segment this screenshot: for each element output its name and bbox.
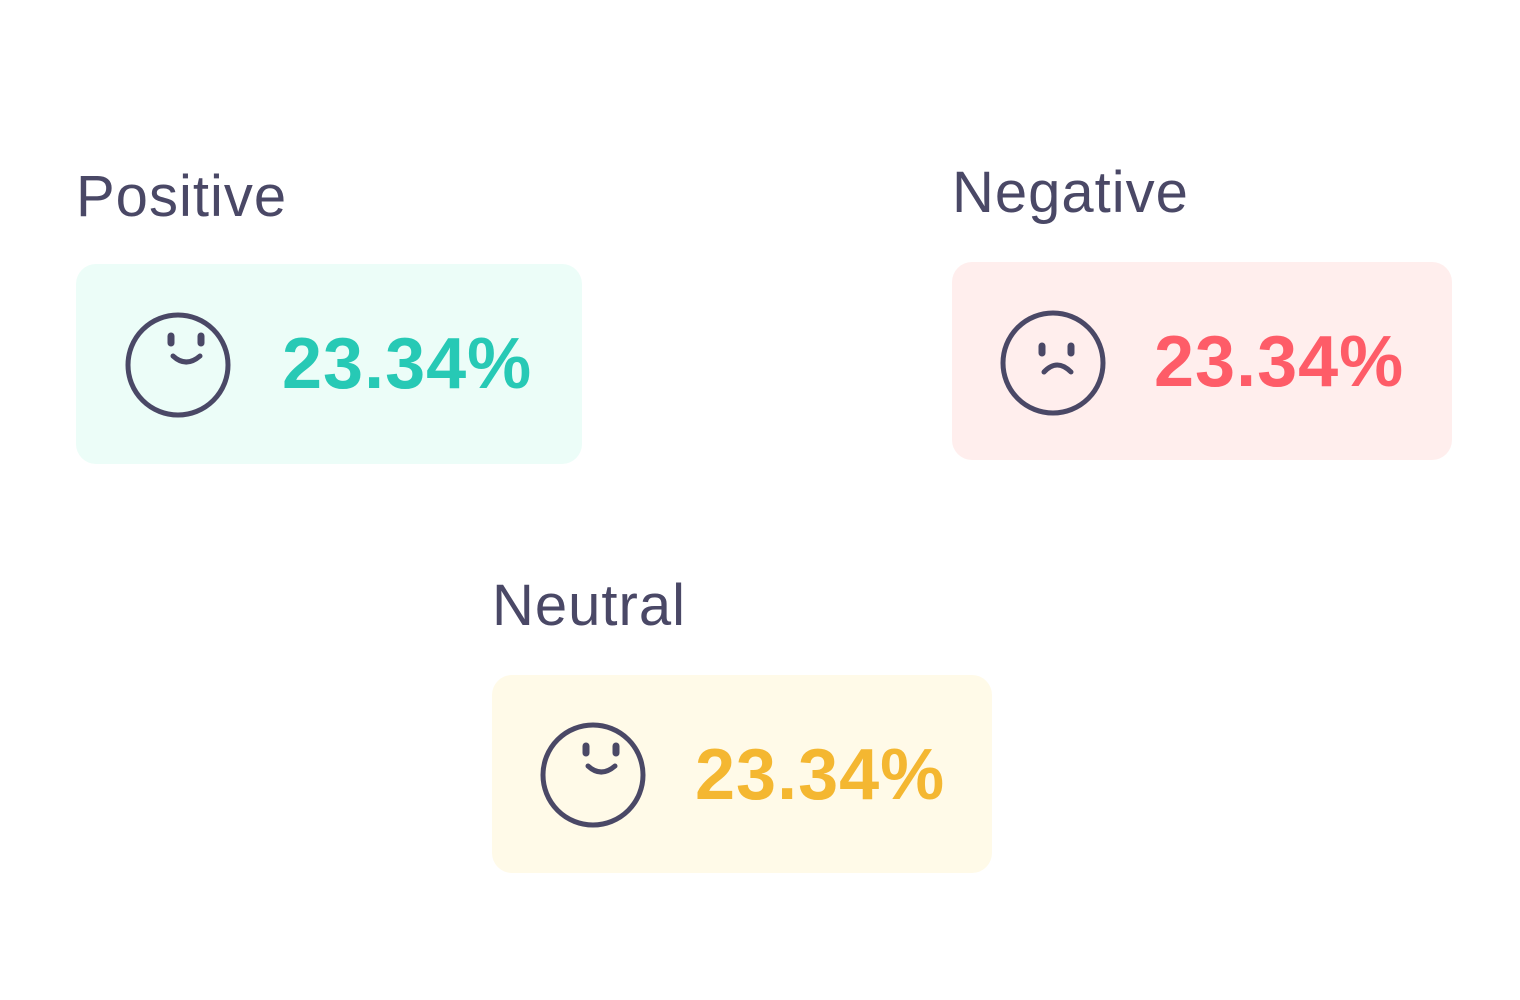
neutral-percentage: 23.34%	[695, 735, 946, 815]
smiley-face-icon	[123, 310, 233, 420]
neutral-card: 23.34%	[492, 675, 992, 873]
negative-percentage: 23.34%	[1154, 322, 1405, 402]
negative-label: Negative	[952, 160, 1189, 225]
neutral-label: Neutral	[492, 573, 686, 638]
smiley-face-icon	[538, 720, 648, 830]
negative-card: 23.34%	[952, 262, 1452, 460]
positive-label: Positive	[76, 164, 288, 229]
positive-card: 23.34%	[76, 264, 582, 464]
sad-face-icon	[998, 308, 1108, 418]
positive-percentage: 23.34%	[282, 324, 533, 404]
